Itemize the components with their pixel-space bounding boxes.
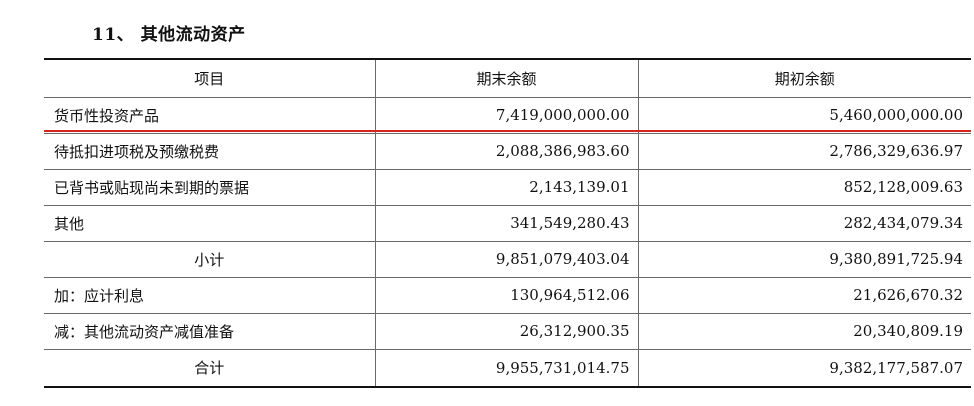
row-ending-balance: 2,143,139.01 [374,168,638,206]
row-beginning-balance: 5,460,000,000.00 [637,96,971,134]
header-item: 项目 [44,58,375,98]
section-title: 11、 其他流动资产 [92,25,246,45]
header-beginning-balance: 期初余额 [637,58,971,98]
row-beginning-balance: 9,380,891,725.94 [637,240,971,278]
row-ending-balance: 9,851,079,403.04 [374,240,638,278]
table-row-total: 合计 9,955,731,014.75 9,382,177,587.07 [44,348,971,388]
table-row-subtotal: 小计 9,851,079,403.04 9,380,891,725.94 [44,240,971,278]
row-item-label: 待抵扣进项税及预缴税费 [44,132,375,170]
row-item-label: 减：其他流动资产减值准备 [44,312,375,350]
table-row: 已背书或贴现尚未到期的票据 2,143,139.01 852,128,009.6… [44,168,971,206]
row-ending-balance: 7,419,000,000.00 [374,96,638,134]
row-ending-balance: 2,088,386,983.60 [374,132,638,170]
row-item-label: 合计 [44,348,375,388]
table-row: 加：应计利息 130,964,512.06 21,626,670.32 [44,276,971,314]
table-row: 减：其他流动资产减值准备 26,312,900.35 20,340,809.19 [44,312,971,350]
other-current-assets-table: 项目 期末余额 期初余额 货币性投资产品 7,419,000,000.00 5,… [44,58,971,388]
red-highlight-underline [44,130,971,132]
table-row: 待抵扣进项税及预缴税费 2,088,386,983.60 2,786,329,6… [44,132,971,170]
row-item-label: 已背书或贴现尚未到期的票据 [44,168,375,206]
header-ending-balance: 期末余额 [374,58,638,98]
row-beginning-balance: 9,382,177,587.07 [637,348,971,388]
row-beginning-balance: 20,340,809.19 [637,312,971,350]
row-ending-balance: 26,312,900.35 [374,312,638,350]
row-item-label: 货币性投资产品 [44,96,375,134]
table-row: 其他 341,549,280.43 282,434,079.34 [44,204,971,242]
row-item-label: 加：应计利息 [44,276,375,314]
row-beginning-balance: 282,434,079.34 [637,204,971,242]
row-ending-balance: 130,964,512.06 [374,276,638,314]
row-ending-balance: 341,549,280.43 [374,204,638,242]
row-item-label: 小计 [44,240,375,278]
row-beginning-balance: 2,786,329,636.97 [637,132,971,170]
row-item-label: 其他 [44,204,375,242]
table-row: 货币性投资产品 7,419,000,000.00 5,460,000,000.0… [44,96,971,134]
table-header-row: 项目 期末余额 期初余额 [44,58,971,98]
row-beginning-balance: 21,626,670.32 [637,276,971,314]
row-beginning-balance: 852,128,009.63 [637,168,971,206]
row-ending-balance: 9,955,731,014.75 [374,348,638,388]
